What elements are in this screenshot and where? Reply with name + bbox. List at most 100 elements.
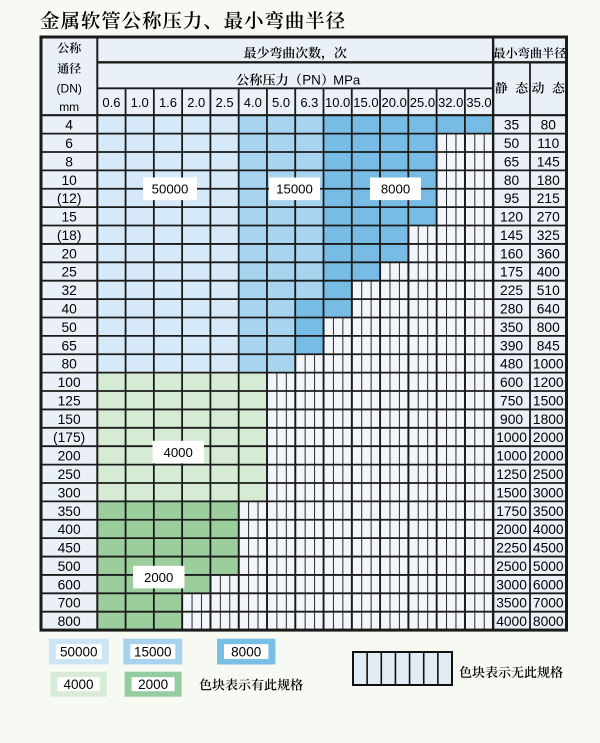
svg-text:400: 400	[537, 265, 560, 280]
svg-text:MPa: MPa	[333, 73, 361, 88]
svg-text:400: 400	[58, 522, 81, 537]
svg-text:50000: 50000	[152, 182, 189, 197]
svg-text:65: 65	[504, 154, 520, 169]
svg-text:215: 215	[537, 191, 560, 206]
svg-text:8000: 8000	[231, 645, 261, 660]
svg-text:350: 350	[58, 504, 81, 519]
svg-text:7000: 7000	[533, 596, 564, 611]
svg-text:2000: 2000	[496, 522, 527, 537]
svg-text:4000: 4000	[164, 445, 193, 460]
svg-text:5000: 5000	[533, 559, 564, 574]
svg-text:175: 175	[500, 265, 523, 280]
svg-text:32: 32	[61, 283, 76, 298]
svg-text:3500: 3500	[533, 504, 564, 519]
svg-text:35: 35	[504, 118, 520, 133]
svg-text:2500: 2500	[533, 467, 564, 482]
svg-text:4000: 4000	[496, 614, 527, 629]
svg-text:6.3: 6.3	[300, 95, 318, 110]
svg-text:640: 640	[537, 301, 560, 316]
svg-text:2500: 2500	[496, 559, 527, 574]
svg-text:180: 180	[537, 173, 560, 188]
svg-text:1.6: 1.6	[159, 95, 177, 110]
svg-text:35.0: 35.0	[466, 95, 491, 110]
svg-text:15000: 15000	[276, 182, 313, 197]
svg-text:1500: 1500	[496, 485, 527, 500]
svg-text:450: 450	[58, 541, 81, 556]
svg-text:360: 360	[537, 246, 560, 261]
svg-text:2000: 2000	[144, 570, 173, 585]
svg-text:150: 150	[58, 412, 81, 427]
svg-text:2000: 2000	[533, 449, 564, 464]
svg-text:600: 600	[500, 375, 523, 390]
svg-text:350: 350	[500, 320, 523, 335]
svg-text:(175): (175)	[53, 430, 85, 445]
svg-text:8000: 8000	[381, 182, 410, 197]
svg-text:3500: 3500	[496, 596, 527, 611]
svg-text:1500: 1500	[533, 393, 564, 408]
svg-text:mm: mm	[59, 100, 79, 114]
svg-text:50000: 50000	[60, 645, 98, 660]
svg-text:(18): (18)	[57, 228, 82, 243]
svg-text:480: 480	[500, 357, 523, 372]
svg-text:225: 225	[500, 283, 523, 298]
svg-text:0.6: 0.6	[102, 95, 120, 110]
svg-text:250: 250	[58, 467, 81, 482]
svg-text:270: 270	[537, 210, 560, 225]
svg-text:95: 95	[504, 191, 520, 206]
svg-text:80: 80	[541, 118, 557, 133]
svg-text:3000: 3000	[533, 485, 564, 500]
svg-text:5.0: 5.0	[272, 95, 290, 110]
svg-text:750: 750	[500, 393, 523, 408]
svg-text:510: 510	[537, 283, 560, 298]
svg-text:2.0: 2.0	[187, 95, 205, 110]
svg-text:80: 80	[61, 357, 77, 372]
svg-text:800: 800	[537, 320, 560, 335]
svg-text:390: 390	[500, 338, 523, 353]
svg-text:600: 600	[58, 577, 81, 592]
svg-text:700: 700	[58, 596, 81, 611]
svg-text:20: 20	[61, 246, 77, 261]
svg-text:2250: 2250	[496, 541, 527, 556]
svg-text:1800: 1800	[533, 412, 564, 427]
svg-text:120: 120	[500, 210, 523, 225]
svg-text:25.0: 25.0	[410, 95, 435, 110]
svg-text:(DN): (DN)	[57, 82, 82, 96]
svg-text:65: 65	[61, 338, 77, 353]
svg-text:4000: 4000	[64, 677, 94, 692]
svg-text:80: 80	[504, 173, 520, 188]
svg-text:10.0: 10.0	[325, 95, 350, 110]
svg-text:200: 200	[58, 449, 81, 464]
svg-text:8: 8	[65, 154, 73, 169]
svg-text:3000: 3000	[496, 577, 527, 592]
svg-text:145: 145	[537, 154, 560, 169]
svg-text:1250: 1250	[496, 467, 527, 482]
svg-text:4: 4	[65, 118, 73, 133]
svg-text:50: 50	[504, 136, 520, 151]
svg-text:20.0: 20.0	[382, 95, 407, 110]
svg-text:4500: 4500	[533, 541, 564, 556]
svg-text:4.0: 4.0	[244, 95, 262, 110]
svg-text:845: 845	[537, 338, 560, 353]
svg-text:300: 300	[58, 485, 81, 500]
svg-text:1.0: 1.0	[131, 95, 149, 110]
svg-text:280: 280	[500, 301, 523, 316]
svg-text:6: 6	[65, 136, 73, 151]
svg-text:2.5: 2.5	[216, 95, 234, 110]
svg-text:145: 145	[500, 228, 523, 243]
svg-text:32.0: 32.0	[438, 95, 463, 110]
svg-text:900: 900	[500, 412, 523, 427]
svg-text:10: 10	[61, 173, 77, 188]
svg-text:6000: 6000	[533, 577, 564, 592]
svg-text:50: 50	[61, 320, 77, 335]
svg-text:15000: 15000	[134, 645, 172, 660]
svg-text:325: 325	[537, 228, 560, 243]
svg-text:1000: 1000	[496, 430, 527, 445]
svg-text:15: 15	[61, 210, 77, 225]
svg-text:100: 100	[58, 375, 81, 390]
svg-text:125: 125	[58, 393, 81, 408]
svg-text:1000: 1000	[533, 357, 564, 372]
svg-text:PN: PN	[302, 73, 321, 88]
svg-text:1750: 1750	[496, 504, 527, 519]
svg-text:40: 40	[61, 301, 77, 316]
svg-text:500: 500	[58, 559, 81, 574]
